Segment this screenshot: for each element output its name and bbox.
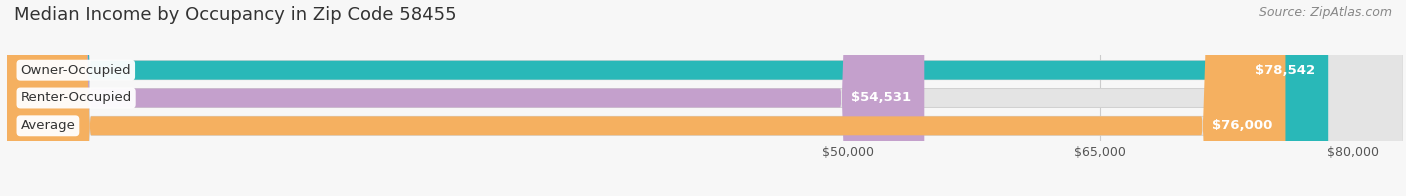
FancyBboxPatch shape: [7, 0, 1329, 196]
FancyBboxPatch shape: [7, 0, 1403, 196]
Text: $78,542: $78,542: [1254, 64, 1315, 77]
Text: Average: Average: [21, 119, 76, 132]
FancyBboxPatch shape: [7, 0, 1403, 196]
FancyBboxPatch shape: [7, 0, 924, 196]
Text: Renter-Occupied: Renter-Occupied: [21, 92, 132, 104]
Text: Owner-Occupied: Owner-Occupied: [21, 64, 131, 77]
Text: $54,531: $54,531: [851, 92, 911, 104]
Text: Median Income by Occupancy in Zip Code 58455: Median Income by Occupancy in Zip Code 5…: [14, 6, 457, 24]
Text: $76,000: $76,000: [1212, 119, 1272, 132]
FancyBboxPatch shape: [7, 0, 1285, 196]
FancyBboxPatch shape: [7, 0, 1403, 196]
Text: Source: ZipAtlas.com: Source: ZipAtlas.com: [1258, 6, 1392, 19]
